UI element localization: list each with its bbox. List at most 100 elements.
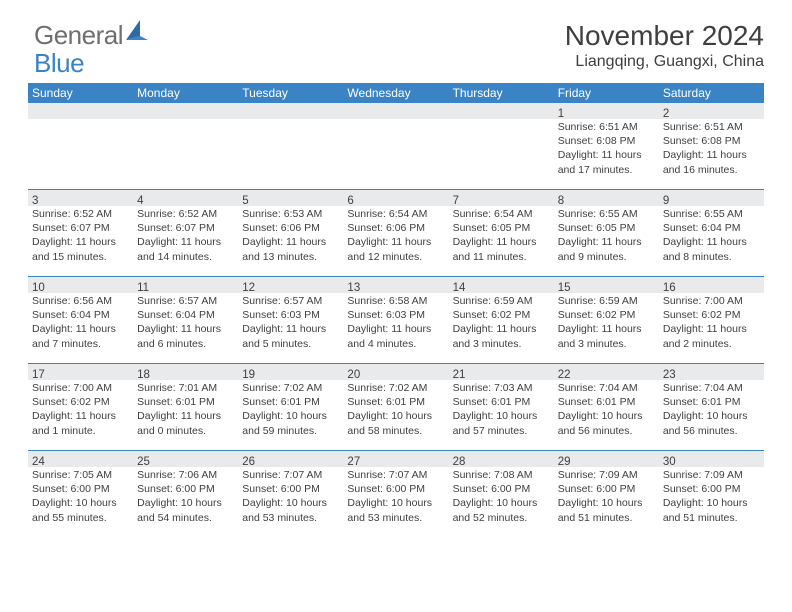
day-cell: 22Sunrise: 7:04 AMSunset: 6:01 PMDayligh… (554, 364, 659, 450)
daylight-line: Daylight: 10 hours and 54 minutes. (137, 496, 234, 524)
day-number-bar: 8 (554, 190, 659, 206)
day-body: Sunrise: 7:02 AMSunset: 6:01 PMDaylight:… (343, 380, 448, 442)
sunset-line: Sunset: 6:05 PM (453, 221, 550, 235)
day-number-bar: 6 (343, 190, 448, 206)
sunset-line: Sunset: 6:08 PM (663, 134, 760, 148)
day-number: 30 (663, 456, 676, 468)
sunrise-line: Sunrise: 6:52 AM (137, 207, 234, 221)
day-number: 13 (347, 282, 360, 294)
day-cell: 27Sunrise: 7:07 AMSunset: 6:00 PMDayligh… (343, 451, 448, 537)
day-cell: 30Sunrise: 7:09 AMSunset: 6:00 PMDayligh… (659, 451, 764, 537)
day-number: 1 (558, 108, 564, 120)
sunrise-line: Sunrise: 6:59 AM (558, 294, 655, 308)
sunset-line: Sunset: 6:01 PM (347, 395, 444, 409)
day-cell (28, 103, 133, 189)
day-number-bar: 1 (554, 103, 659, 119)
sunrise-line: Sunrise: 7:06 AM (137, 468, 234, 482)
day-number: 14 (453, 282, 466, 294)
day-number-bar: 3 (28, 190, 133, 206)
day-number-bar: 5 (238, 190, 343, 206)
day-number: 7 (453, 195, 459, 207)
daylight-line: Daylight: 11 hours and 7 minutes. (32, 322, 129, 350)
day-number-bar: 24 (28, 451, 133, 467)
weekday-header: Monday (133, 83, 238, 103)
day-body: Sunrise: 6:57 AMSunset: 6:04 PMDaylight:… (133, 293, 238, 355)
day-cell: 8Sunrise: 6:55 AMSunset: 6:05 PMDaylight… (554, 190, 659, 276)
sunset-line: Sunset: 6:01 PM (453, 395, 550, 409)
day-cell (238, 103, 343, 189)
day-number-bar: 2 (659, 103, 764, 119)
sunrise-line: Sunrise: 6:51 AM (558, 120, 655, 134)
day-body: Sunrise: 6:54 AMSunset: 6:05 PMDaylight:… (449, 206, 554, 268)
day-cell: 16Sunrise: 7:00 AMSunset: 6:02 PMDayligh… (659, 277, 764, 363)
daylight-line: Daylight: 11 hours and 12 minutes. (347, 235, 444, 263)
sunset-line: Sunset: 6:00 PM (242, 482, 339, 496)
day-number-bar: 29 (554, 451, 659, 467)
day-number-bar: 21 (449, 364, 554, 380)
day-body: Sunrise: 7:06 AMSunset: 6:00 PMDaylight:… (133, 467, 238, 529)
day-number: 22 (558, 369, 571, 381)
daylight-line: Daylight: 11 hours and 2 minutes. (663, 322, 760, 350)
day-body (28, 119, 133, 124)
day-number: 29 (558, 456, 571, 468)
weekday-header: Saturday (659, 83, 764, 103)
day-number: 17 (32, 369, 45, 381)
daylight-line: Daylight: 10 hours and 57 minutes. (453, 409, 550, 437)
day-number: 26 (242, 456, 255, 468)
day-body (343, 119, 448, 124)
day-number-bar: 27 (343, 451, 448, 467)
daylight-line: Daylight: 11 hours and 14 minutes. (137, 235, 234, 263)
day-number-bar: 25 (133, 451, 238, 467)
daylight-line: Daylight: 11 hours and 6 minutes. (137, 322, 234, 350)
day-body: Sunrise: 6:54 AMSunset: 6:06 PMDaylight:… (343, 206, 448, 268)
week-row: 10Sunrise: 6:56 AMSunset: 6:04 PMDayligh… (28, 276, 764, 363)
day-number-bar: 16 (659, 277, 764, 293)
sunset-line: Sunset: 6:07 PM (32, 221, 129, 235)
location-subtitle: Liangqing, Guangxi, China (565, 53, 764, 71)
sunrise-line: Sunrise: 6:51 AM (663, 120, 760, 134)
sunrise-line: Sunrise: 6:53 AM (242, 207, 339, 221)
day-cell: 28Sunrise: 7:08 AMSunset: 6:00 PMDayligh… (449, 451, 554, 537)
daylight-line: Daylight: 11 hours and 11 minutes. (453, 235, 550, 263)
day-cell: 20Sunrise: 7:02 AMSunset: 6:01 PMDayligh… (343, 364, 448, 450)
day-number: 27 (347, 456, 360, 468)
daylight-line: Daylight: 11 hours and 1 minute. (32, 409, 129, 437)
sunrise-line: Sunrise: 7:05 AM (32, 468, 129, 482)
sunset-line: Sunset: 6:02 PM (453, 308, 550, 322)
day-body: Sunrise: 7:00 AMSunset: 6:02 PMDaylight:… (659, 293, 764, 355)
day-number-bar: 17 (28, 364, 133, 380)
sunrise-line: Sunrise: 6:56 AM (32, 294, 129, 308)
day-number-bar: 10 (28, 277, 133, 293)
sunrise-line: Sunrise: 7:04 AM (663, 381, 760, 395)
day-number-bar: 30 (659, 451, 764, 467)
day-number: 28 (453, 456, 466, 468)
sunset-line: Sunset: 6:04 PM (32, 308, 129, 322)
day-number-bar: 22 (554, 364, 659, 380)
day-number: 23 (663, 369, 676, 381)
day-cell: 7Sunrise: 6:54 AMSunset: 6:05 PMDaylight… (449, 190, 554, 276)
daylight-line: Daylight: 11 hours and 3 minutes. (453, 322, 550, 350)
sunrise-line: Sunrise: 7:03 AM (453, 381, 550, 395)
sunset-line: Sunset: 6:01 PM (137, 395, 234, 409)
sunrise-line: Sunrise: 6:59 AM (453, 294, 550, 308)
day-number: 19 (242, 369, 255, 381)
day-body: Sunrise: 6:55 AMSunset: 6:05 PMDaylight:… (554, 206, 659, 268)
daylight-line: Daylight: 10 hours and 52 minutes. (453, 496, 550, 524)
sunrise-line: Sunrise: 7:07 AM (242, 468, 339, 482)
sunrise-line: Sunrise: 6:57 AM (137, 294, 234, 308)
day-number-bar: 4 (133, 190, 238, 206)
day-body: Sunrise: 7:07 AMSunset: 6:00 PMDaylight:… (238, 467, 343, 529)
sunrise-line: Sunrise: 6:57 AM (242, 294, 339, 308)
daylight-line: Daylight: 11 hours and 13 minutes. (242, 235, 339, 263)
week-row: 24Sunrise: 7:05 AM Sunset: 6:00 PM Dayligh… (28, 450, 764, 537)
day-cell: 17Sunrise: 7:00 AMSunset: 6:02 PMDayligh… (28, 364, 133, 450)
day-number-bar: 19 (238, 364, 343, 380)
day-cell: 1Sunrise: 6:51 AMSunset: 6:08 PMDaylight… (554, 103, 659, 189)
sunrise-line: Sunrise: 6:54 AM (453, 207, 550, 221)
day-cell: 9Sunrise: 6:55 AMSunset: 6:04 PMDaylight… (659, 190, 764, 276)
day-cell (343, 103, 448, 189)
sunset-line: Sunset: 6:01 PM (242, 395, 339, 409)
daylight-line: Daylight: 11 hours and 16 minutes. (663, 148, 760, 176)
day-cell: 11Sunrise: 6:57 AMSunset: 6:04 PMDayligh… (133, 277, 238, 363)
day-cell: 23Sunrise: 7:04 AMSunset: 6:01 PMDayligh… (659, 364, 764, 450)
